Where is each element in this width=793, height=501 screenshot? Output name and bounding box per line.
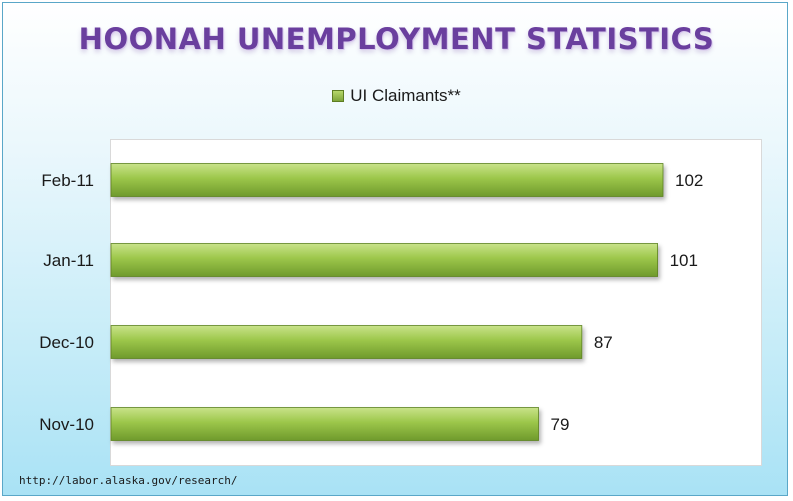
bar-dec-10 — [110, 325, 583, 359]
data-label: 101 — [670, 251, 698, 270]
data-label: 79 — [551, 415, 570, 434]
category-label: Jan-11 — [43, 251, 94, 270]
legend-swatch — [332, 90, 345, 102]
bar-feb-11 — [110, 163, 664, 197]
category-label: Nov-10 — [39, 415, 94, 434]
chart-title: HOONAH UNEMPLOYMENT STATISTICS — [78, 22, 715, 56]
bar-jan-11 — [110, 243, 658, 277]
source-link[interactable]: http://labor.alaska.gov/research/ — [19, 474, 238, 487]
legend: UI Claimants** — [0, 86, 793, 106]
category-label: Dec-10 — [39, 333, 94, 352]
legend-label: UI Claimants** — [350, 86, 461, 105]
data-label: 102 — [675, 171, 703, 190]
category-label: Feb-11 — [41, 171, 94, 190]
data-label: 87 — [594, 333, 613, 352]
bar-nov-10 — [110, 407, 539, 441]
